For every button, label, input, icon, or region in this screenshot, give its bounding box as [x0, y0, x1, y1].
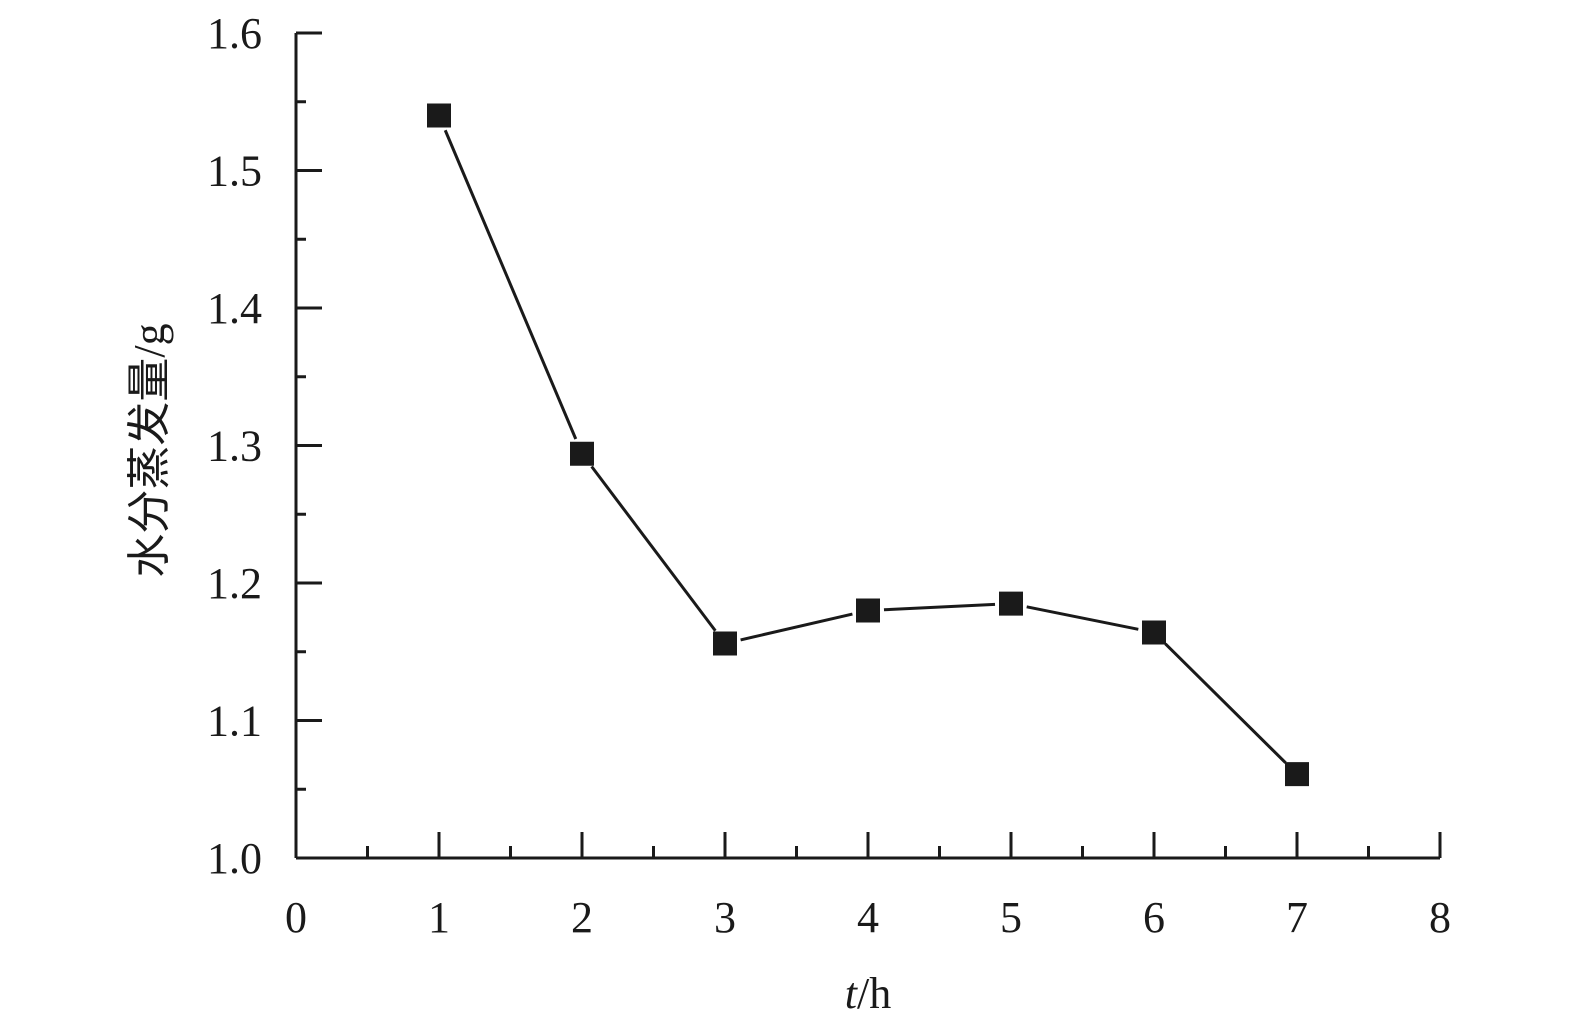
x-tick-label: 8: [1429, 893, 1451, 942]
x-tick-label: 2: [571, 893, 593, 942]
y-tick-label: 1.6: [207, 9, 262, 58]
y-axis-title: 水分蒸发量/g: [125, 323, 174, 577]
data-point-marker: [999, 591, 1023, 616]
y-tick-label: 1.4: [207, 284, 262, 333]
y-tick-label: 1.0: [207, 834, 262, 883]
x-axis-ticks: 0 1 2 3 4 5 6 7 8: [285, 832, 1451, 942]
data-point-marker: [427, 103, 451, 128]
x-tick-label: 3: [714, 893, 736, 942]
series-line-segment: [1026, 605, 1139, 631]
x-tick-label: 5: [1000, 893, 1022, 942]
axes: 1.0 1.1 1.2 1.3 1.4 1.5 1.6 0 1 2 3 4 5 6 7 8: [207, 9, 1451, 942]
y-tick-label: 1.1: [207, 697, 262, 746]
y-tick-label: 1.2: [207, 559, 262, 608]
y-tick-label: 1.3: [207, 422, 262, 471]
series-line-segment: [443, 129, 578, 440]
x-tick-label: 0: [285, 893, 307, 942]
x-axis-title-unit: /h: [857, 969, 891, 1018]
series-line-segment: [590, 465, 717, 632]
y-axis-ticks: 1.0 1.1 1.2 1.3 1.4 1.5 1.6: [207, 9, 322, 883]
x-axis-title: t/h: [845, 969, 891, 1018]
data-point-marker: [1285, 762, 1309, 787]
series-line-segment: [1164, 642, 1287, 764]
x-axis-title-variable: t: [845, 969, 859, 1018]
data-point-marker: [713, 631, 737, 656]
y-tick-label: 1.5: [207, 147, 262, 196]
series-markers: [427, 103, 1309, 787]
x-tick-label: 7: [1286, 893, 1308, 942]
series-line-segment: [740, 612, 853, 642]
x-tick-label: 1: [428, 893, 450, 942]
data-point-marker: [570, 441, 594, 466]
series-line-segment: [883, 602, 996, 612]
data-point-marker: [1142, 620, 1166, 645]
x-tick-label: 6: [1143, 893, 1165, 942]
data-point-marker: [856, 598, 880, 623]
x-tick-label: 4: [857, 893, 879, 942]
series-lines: [443, 129, 1287, 764]
